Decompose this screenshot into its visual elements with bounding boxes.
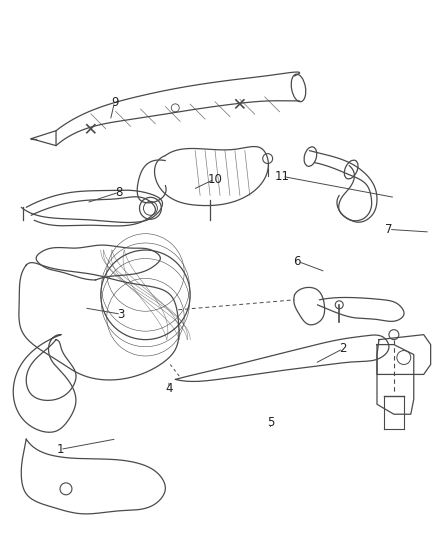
Text: 8: 8 [115, 186, 123, 199]
Text: 6: 6 [293, 255, 301, 268]
Text: 2: 2 [339, 342, 347, 355]
Text: 10: 10 [207, 173, 222, 185]
Text: 9: 9 [111, 95, 118, 109]
Text: 11: 11 [275, 170, 290, 183]
Text: 1: 1 [57, 443, 64, 456]
Text: 5: 5 [268, 416, 275, 430]
Text: 3: 3 [117, 308, 125, 321]
Text: 7: 7 [385, 223, 392, 236]
Text: 4: 4 [165, 382, 173, 395]
